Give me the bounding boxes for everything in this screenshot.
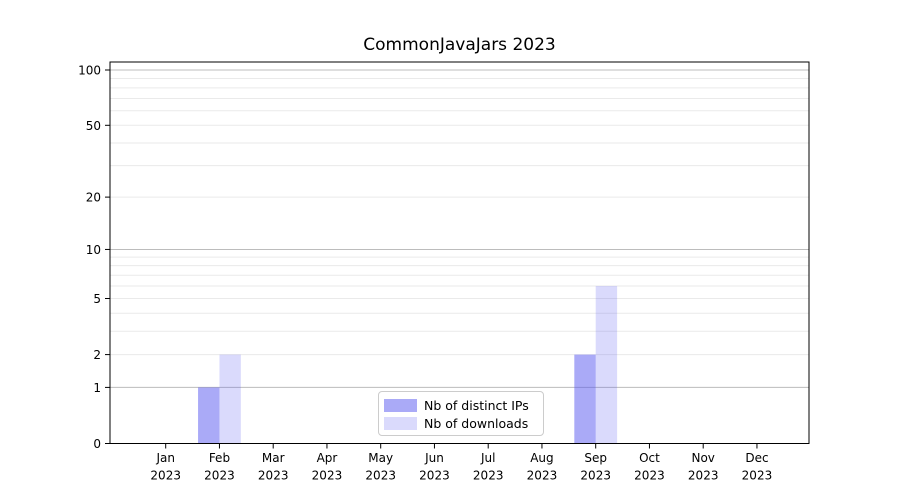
- y-tick-label-1: 1: [93, 381, 101, 395]
- x-tick-label-month-dec: Dec: [745, 451, 768, 465]
- x-tick-label-year-may: 2023: [365, 469, 396, 483]
- x-tick-label-year-apr: 2023: [312, 469, 343, 483]
- plot-spines: [109, 61, 810, 444]
- legend-label-distinct-ips: Nb of distinct IPs: [424, 398, 529, 413]
- x-tick-label-month-feb: Feb: [209, 451, 230, 465]
- y-tick-label-0: 0: [93, 437, 101, 451]
- x-tick-label-month-jul: Jul: [480, 451, 495, 465]
- legend-swatch-downloads: [384, 417, 417, 430]
- bar-distinct-ips-sep-2023: [574, 354, 596, 444]
- x-tick-label-year-jul: 2023: [473, 469, 504, 483]
- x-tick-label-month-aug: Aug: [530, 451, 553, 465]
- x-tick-label-year-dec: 2023: [742, 469, 773, 483]
- x-tick-label-year-aug: 2023: [527, 469, 558, 483]
- x-tick-label-year-feb: 2023: [204, 469, 235, 483]
- bar-downloads-sep-2023: [595, 286, 618, 444]
- y-tick-label-2: 2: [93, 348, 101, 362]
- chart-title: CommonJavaJars 2023: [363, 35, 556, 55]
- bar-distinct-ips-feb-2023: [198, 387, 220, 444]
- x-tick-label-year-oct: 2023: [634, 469, 665, 483]
- x-tick-label-year-jun: 2023: [419, 469, 450, 483]
- legend-label-downloads: Nb of downloads: [424, 416, 529, 431]
- y-tick-label-50: 50: [86, 119, 101, 133]
- y-tick-label-5: 5: [93, 292, 101, 306]
- x-tick-label-month-may: May: [368, 451, 393, 465]
- x-tick-label-month-mar: Mar: [262, 451, 285, 465]
- y-tick-label-20: 20: [86, 191, 101, 205]
- bar-downloads-feb-2023: [219, 354, 241, 444]
- x-tick-label-month-jan: Jan: [155, 451, 175, 465]
- y-tick-label-10: 10: [86, 243, 101, 257]
- x-tick-label-year-sep: 2023: [580, 469, 611, 483]
- x-tick-label-month-oct: Oct: [639, 451, 660, 465]
- x-tick-label-month-apr: Apr: [317, 451, 338, 465]
- x-tick-label-month-jun: Jun: [424, 451, 444, 465]
- y-tick-label-100: 100: [78, 64, 101, 78]
- legend: Nb of distinct IPs Nb of downloads: [378, 391, 544, 436]
- legend-item-downloads: Nb of downloads: [384, 417, 535, 430]
- legend-swatch-distinct-ips: [384, 399, 417, 412]
- x-tick-label-year-nov: 2023: [688, 469, 719, 483]
- x-tick-label-year-jan: 2023: [150, 469, 181, 483]
- x-tick-label-month-nov: Nov: [691, 451, 714, 465]
- x-tick-label-year-mar: 2023: [258, 469, 289, 483]
- legend-item-distinct-ips: Nb of distinct IPs: [384, 399, 535, 412]
- x-tick-label-month-sep: Sep: [584, 451, 607, 465]
